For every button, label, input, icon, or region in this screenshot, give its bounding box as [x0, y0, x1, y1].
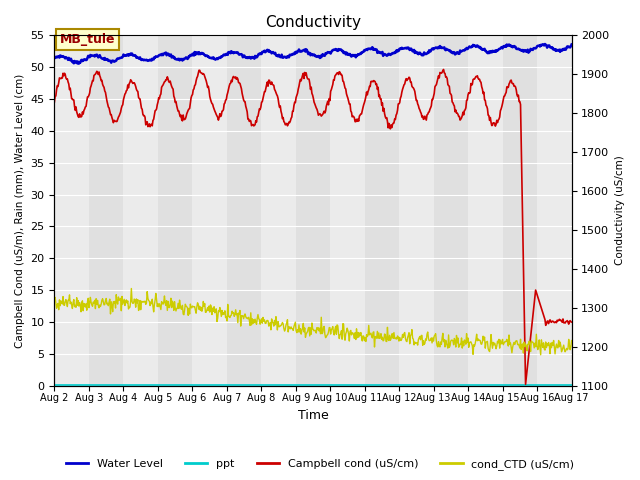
Bar [89, 36, 124, 385]
Bar [468, 36, 502, 385]
Bar [261, 36, 296, 385]
Title: Conductivity: Conductivity [265, 15, 361, 30]
Bar [502, 36, 537, 385]
Bar [572, 36, 606, 385]
Bar [227, 36, 261, 385]
Y-axis label: Campbell Cond (uS/m), Rain (mm), Water Level (cm): Campbell Cond (uS/m), Rain (mm), Water L… [15, 73, 25, 348]
Bar [537, 36, 572, 385]
Y-axis label: Conductivity (uS/cm): Conductivity (uS/cm) [615, 156, 625, 265]
Bar [434, 36, 468, 385]
Bar [124, 36, 158, 385]
Bar [193, 36, 227, 385]
Bar [399, 36, 434, 385]
X-axis label: Time: Time [298, 409, 328, 422]
Bar [296, 36, 330, 385]
Bar [330, 36, 365, 385]
Bar [54, 36, 89, 385]
Bar [158, 36, 193, 385]
Text: MB_tule: MB_tule [60, 33, 115, 46]
Legend: Water Level, ppt, Campbell cond (uS/cm), cond_CTD (uS/cm): Water Level, ppt, Campbell cond (uS/cm),… [61, 455, 579, 474]
Bar [365, 36, 399, 385]
